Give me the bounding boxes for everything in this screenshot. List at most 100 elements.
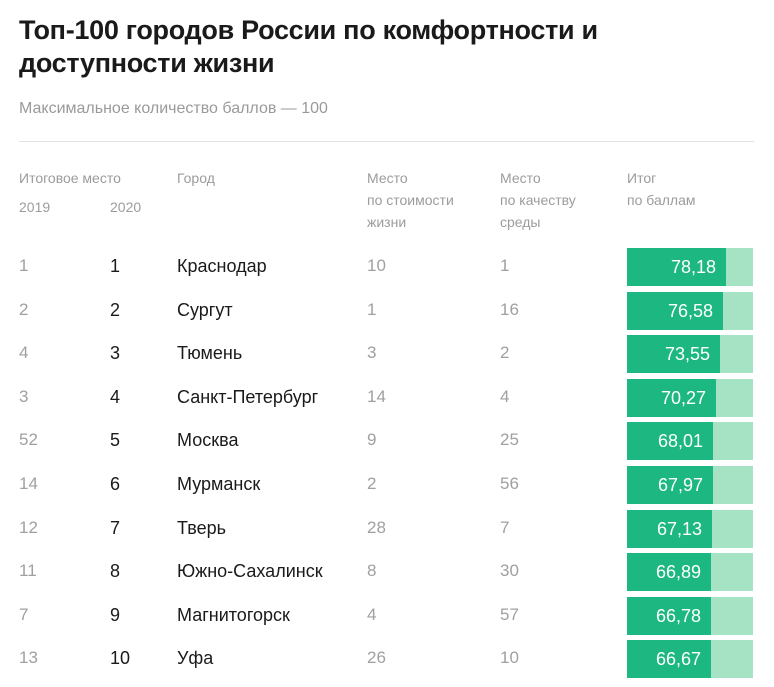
- rank-2019: 13: [19, 648, 38, 668]
- quality-rank: 25: [500, 430, 519, 450]
- header-city: Город: [177, 170, 215, 186]
- score-label: 76,58: [667, 300, 713, 321]
- cost-rank: 10: [367, 256, 386, 275]
- score-label: 73,55: [664, 344, 710, 365]
- header-quality-line3: среды: [500, 214, 541, 230]
- table-row: 4 3 Тюмень 3 2 73,55: [0, 333, 774, 377]
- header-cost: Место по стоимости жизни: [367, 167, 454, 233]
- score-bar-track: 76,58: [627, 291, 753, 330]
- rank-2019: 14: [19, 474, 38, 493]
- cost-rank: 2: [367, 474, 377, 493]
- header-quality-line1: Место: [500, 170, 541, 186]
- rank-2020: 6: [110, 474, 121, 494]
- score-bar-track: 66,78: [627, 596, 753, 635]
- cost-rank: 4: [367, 604, 377, 624]
- rank-2019: 11: [19, 561, 37, 581]
- table-row: 14 6 Мурманск 2 56 67,97: [0, 464, 774, 508]
- cost-rank: 1: [367, 299, 377, 319]
- quality-rank: 56: [500, 474, 519, 493]
- quality-rank: 16: [500, 299, 519, 319]
- header-cost-line2: по стоимости: [367, 192, 454, 208]
- score-bar: 73,55: [627, 335, 720, 374]
- score-bar-track: 68,01: [627, 422, 753, 461]
- score-bar: 66,67: [627, 640, 711, 679]
- table-row: 13 10 Уфа 26 10 66,67: [0, 638, 774, 682]
- city-name: Южно-Сахалинск: [177, 561, 323, 582]
- rank-2020: 1: [110, 256, 121, 276]
- cost-rank: 28: [367, 517, 386, 537]
- table-row: 1 1 Краснодар 10 1 78,18: [0, 246, 774, 290]
- header-score-line2: по баллам: [627, 192, 696, 208]
- city-name: Москва: [177, 430, 239, 451]
- rank-2019: 3: [19, 386, 29, 406]
- quality-rank: 30: [500, 561, 519, 581]
- score-label: 78,18: [670, 257, 716, 277]
- rank-2020: 4: [110, 386, 121, 407]
- score-label: 66,89: [655, 562, 701, 583]
- score-bar: 70,27: [627, 378, 716, 417]
- score-label: 66,78: [655, 605, 701, 626]
- quality-rank: 7: [500, 517, 510, 537]
- score-bar-track: 67,97: [627, 466, 753, 504]
- rank-2019: 7: [19, 604, 29, 624]
- header-divider: [19, 141, 754, 142]
- rank-2019: 4: [19, 343, 29, 363]
- table-row: 52 5 Москва 9 25 68,01: [0, 420, 774, 464]
- header-rank: Итоговое место: [19, 170, 121, 186]
- city-name: Сургут: [177, 299, 233, 320]
- score-bar-track: 73,55: [627, 335, 753, 374]
- score-bar: 67,13: [627, 509, 712, 548]
- score-bar-track: 70,27: [627, 378, 753, 417]
- score-bar: 67,97: [627, 466, 713, 504]
- quality-rank: 2: [500, 343, 510, 363]
- cost-rank: 3: [367, 343, 377, 363]
- score-label: 67,13: [656, 518, 702, 539]
- header-cost-line1: Место: [367, 170, 408, 186]
- quality-rank: 57: [500, 604, 519, 624]
- table-row: 3 4 Санкт-Петербург 14 4 70,27: [0, 377, 774, 421]
- header-score: Итог по баллам: [627, 167, 696, 211]
- table-row: 2 2 Сургут 1 16 76,58: [0, 290, 774, 334]
- quality-rank: 4: [500, 386, 510, 406]
- quality-rank: 10: [500, 648, 519, 668]
- score-bar: 66,89: [627, 553, 711, 592]
- cost-rank: 8: [367, 561, 377, 581]
- rank-2019: 1: [19, 256, 29, 275]
- table-row: 11 8 Южно-Сахалинск 8 30 66,89: [0, 551, 774, 595]
- rank-2019: 2: [19, 299, 29, 319]
- score-bar-track: 78,18: [627, 248, 753, 286]
- score-bar: 66,78: [627, 596, 711, 635]
- score-bar-track: 66,89: [627, 553, 753, 592]
- rank-2020: 2: [110, 299, 121, 320]
- rank-2020: 5: [110, 430, 121, 451]
- city-name: Уфа: [177, 648, 214, 669]
- city-name: Санкт-Петербург: [177, 386, 319, 407]
- chart-title: Топ-100 городов России по комфортности и…: [19, 15, 598, 78]
- rank-2019: 12: [19, 517, 38, 537]
- score-label: 70,27: [660, 387, 706, 408]
- rank-2019: 52: [19, 430, 38, 450]
- rank-2020: 8: [110, 561, 121, 582]
- city-name: Тверь: [177, 517, 226, 538]
- header-cost-line3: жизни: [367, 214, 407, 230]
- rank-2020: 9: [110, 604, 121, 625]
- chart-subtitle: Максимальное количество баллов — 100: [19, 100, 328, 117]
- city-name: Тюмень: [177, 343, 243, 364]
- score-bar-track: 66,67: [627, 640, 753, 679]
- score-label: 67,97: [657, 475, 703, 495]
- score-label: 66,67: [655, 649, 701, 670]
- score-bar: 68,01: [627, 422, 713, 461]
- table-row: 12 7 Тверь 28 7 67,13: [0, 508, 774, 552]
- cost-rank: 26: [367, 648, 386, 668]
- table-row: 7 9 Магнитогорск 4 57 66,78: [0, 595, 774, 639]
- header-year-2020: 2020: [110, 199, 142, 215]
- rank-2020: 3: [110, 343, 121, 364]
- score-bar: 76,58: [627, 291, 723, 330]
- cost-rank: 9: [367, 430, 377, 450]
- score-bar: 78,18: [627, 248, 726, 286]
- header-year-2019: 2019: [19, 199, 51, 215]
- city-name: Мурманск: [177, 474, 261, 494]
- cost-rank: 14: [367, 386, 386, 406]
- score-label: 68,01: [657, 431, 703, 452]
- header-quality-line2: по качеству: [500, 192, 576, 208]
